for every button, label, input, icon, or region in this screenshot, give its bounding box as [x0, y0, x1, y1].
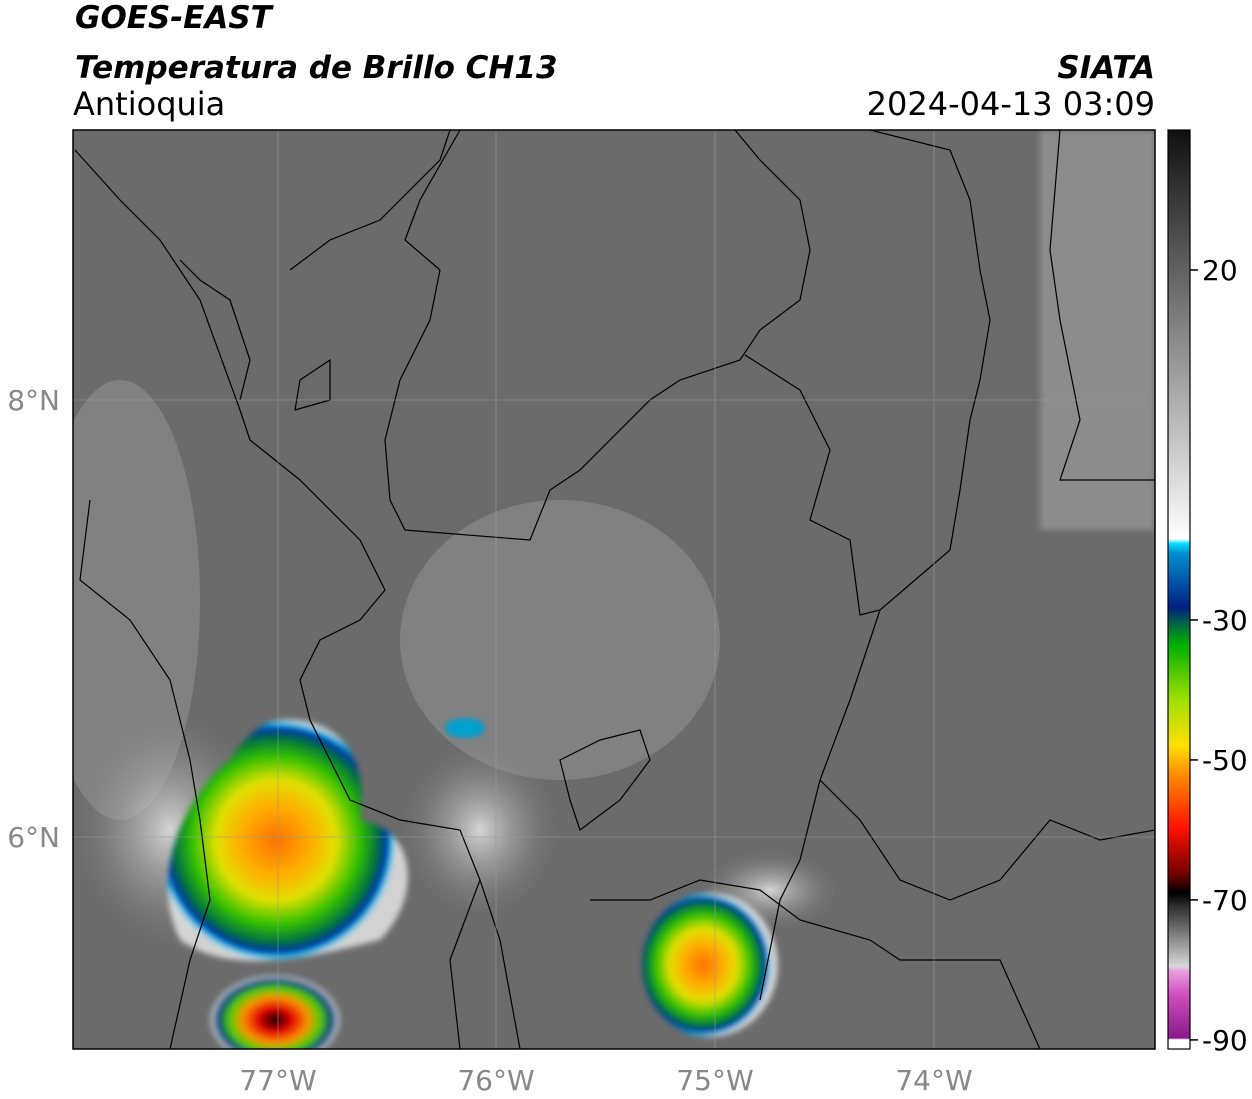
labels: 8°N 6°N 77°W 76°W 75°W 74°W 20 -30 -50 -70 -90 [7, 254, 1248, 1097]
agency: SIATA [1057, 50, 1155, 86]
colorbar-tick-label: 20 [1202, 254, 1238, 287]
map [73, 130, 1155, 1049]
map-frame [72, 129, 1156, 1050]
colorbar-tick-label: -30 [1202, 604, 1248, 637]
lon-label: 74°W [895, 1064, 972, 1097]
colorbar-tick-label: -50 [1202, 744, 1248, 777]
lon-label: 76°W [457, 1064, 534, 1097]
colorbar [1167, 129, 1191, 1050]
title: GOES-EAST [75, 0, 275, 36]
lon-label: 75°W [676, 1064, 753, 1097]
colorbar-tick-label: -90 [1202, 1024, 1248, 1057]
lat-label: 6°N [7, 821, 60, 854]
graticule [73, 130, 1155, 1049]
title: Temperatura de Brillo CH13 [75, 50, 558, 86]
lon-label: 77°W [239, 1064, 316, 1097]
lat-label: 8°N [7, 384, 60, 417]
datetime: 2024-04-13 03:09 [867, 85, 1155, 123]
subtitle: Antioquia [73, 85, 225, 123]
colorbar-tick-label: -70 [1202, 884, 1248, 917]
